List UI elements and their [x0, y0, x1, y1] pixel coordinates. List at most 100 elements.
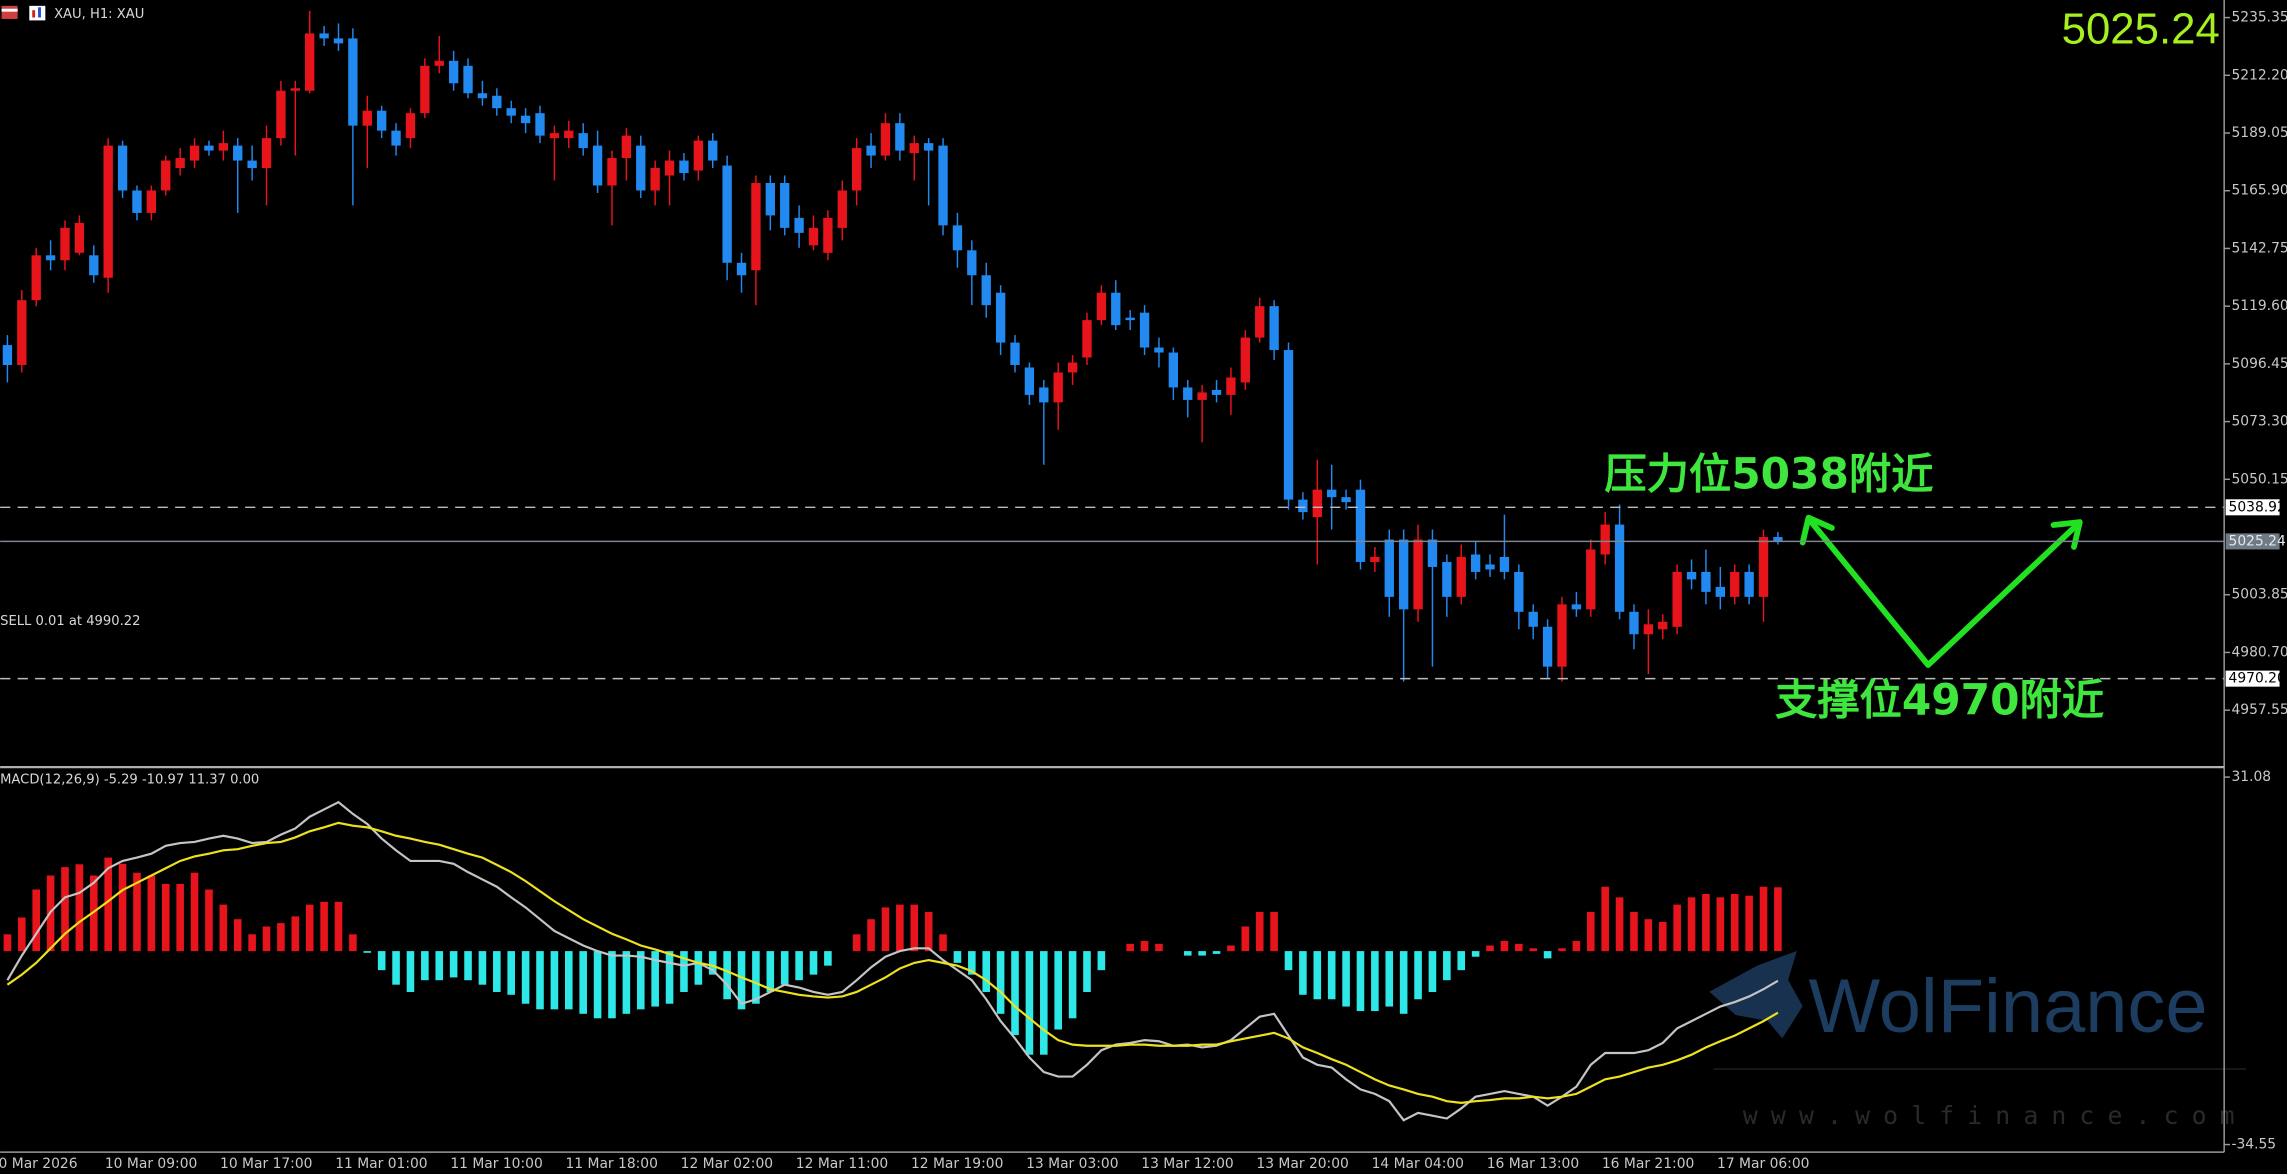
candle-body: [981, 275, 991, 306]
histogram-bar: [1155, 943, 1163, 952]
watermark-logo: [1709, 950, 1803, 1039]
candle-body: [1370, 556, 1380, 562]
candle-body: [161, 160, 171, 191]
watermark-title: WolFinance: [1809, 964, 2208, 1049]
candle-body: [1067, 362, 1078, 373]
histogram-bar: [1227, 945, 1235, 952]
histogram-bar: [1327, 951, 1336, 1000]
symbol-header: XAU, H1: XAU: [54, 7, 144, 22]
header: XAU, H1: XAU: [1, 5, 144, 22]
histogram-bar: [147, 875, 156, 952]
histogram-bar: [1457, 951, 1466, 971]
x-tick-label: 11 Mar 01:00: [335, 1156, 427, 1172]
histogram-bar: [1630, 911, 1638, 952]
histogram-bar: [406, 951, 415, 992]
x-tick-label: 10 Mar 2026: [0, 1156, 78, 1172]
candle-body: [1197, 392, 1207, 400]
arrow-path: [1808, 519, 2080, 668]
candle-body: [1240, 337, 1250, 383]
x-tick-label: 11 Mar 10:00: [450, 1156, 542, 1172]
histogram-bar: [392, 951, 400, 985]
candle-body: [1111, 292, 1121, 326]
x-tick-label: 13 Mar 20:00: [1256, 1156, 1348, 1172]
candle-body: [1413, 539, 1423, 610]
histogram-bar: [1486, 945, 1494, 952]
candle-body: [852, 148, 862, 191]
candle-body: [1514, 571, 1524, 612]
histogram-bar: [104, 857, 112, 952]
histogram-bar: [262, 926, 271, 952]
histogram-bar: [1083, 951, 1091, 992]
histogram-bar: [219, 904, 228, 952]
histogram-bar: [622, 951, 631, 1014]
candle-body: [1701, 571, 1711, 592]
histogram-bar: [896, 904, 904, 952]
chart-icon: [29, 5, 46, 21]
level-label: 4970.20: [2229, 671, 2286, 687]
candle-body: [1470, 554, 1481, 572]
candle-body: [1557, 604, 1567, 667]
histogram-bar: [75, 864, 84, 952]
candle-body: [1139, 312, 1150, 348]
candle-body: [1082, 320, 1092, 358]
y-tick-label: 4980.70: [2231, 644, 2287, 660]
candle-body: [348, 38, 358, 126]
candle-body: [1542, 626, 1553, 667]
candle-body: [923, 143, 934, 151]
histogram-bar: [636, 951, 645, 1010]
last-price-box: [2225, 533, 2280, 550]
y-tick-label: 5073.30: [2231, 414, 2287, 430]
candle-body: [1226, 377, 1236, 395]
histogram-bar: [421, 951, 429, 981]
candle-body: [1730, 571, 1740, 597]
histogram-bar: [277, 923, 285, 952]
histogram-bar: [1025, 951, 1034, 1055]
candle-body: [1658, 621, 1668, 630]
arrow-head: [2050, 519, 2083, 550]
histogram-bar: [248, 934, 256, 952]
y-tick-label: 5050.15: [2231, 471, 2287, 487]
candle-body: [837, 190, 847, 228]
candle-body: [866, 145, 876, 156]
level-label-box: [2225, 670, 2280, 687]
candle-body: [305, 33, 315, 91]
histogram-bar: [1284, 951, 1293, 971]
candle-body: [333, 38, 344, 44]
histogram-bar: [1054, 951, 1062, 1030]
candle-body: [679, 160, 689, 174]
histogram-bar: [118, 863, 127, 952]
candle-body: [1744, 571, 1754, 597]
histogram-bar: [1428, 951, 1437, 992]
histogram-bar: [1515, 943, 1523, 952]
candle-body: [434, 60, 444, 66]
candle-body: [1125, 317, 1135, 321]
y-tick-label: -34.55: [2231, 1137, 2276, 1153]
histogram-bar: [1040, 951, 1048, 1055]
indicator-line: [6, 821, 1779, 1104]
histogram-bar: [1212, 951, 1221, 954]
histogram-bar: [1745, 895, 1753, 952]
histogram-bar: [608, 951, 616, 1019]
histogram-bar: [550, 951, 559, 1010]
histogram-bar: [708, 951, 717, 975]
histogram-bar: [377, 951, 386, 971]
candle-body: [74, 222, 85, 253]
histogram-bar: [507, 951, 516, 995]
candle-body: [463, 65, 473, 94]
trade-label: SELL 0.01 at 4990.22: [0, 614, 140, 629]
candle-body: [722, 165, 732, 263]
candle-body: [1485, 564, 1495, 570]
candle-body: [1283, 350, 1294, 500]
candle-body: [664, 160, 675, 176]
candle-body: [693, 140, 704, 171]
candle-body: [420, 65, 430, 114]
histogram-bar: [320, 901, 328, 952]
histogram-bar: [363, 951, 372, 953]
histogram-bar: [924, 911, 933, 952]
histogram-bar: [1356, 951, 1365, 1012]
histogram-bar: [1702, 893, 1710, 952]
histogram-bar: [1270, 911, 1278, 952]
y-tick-label: 5003.85: [2231, 587, 2287, 603]
candle-body: [1327, 489, 1337, 498]
